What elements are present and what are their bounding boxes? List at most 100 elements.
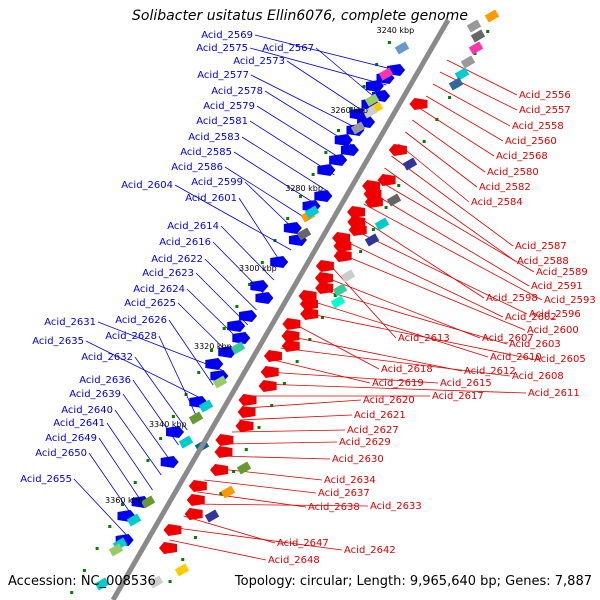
gene-box — [466, 19, 482, 33]
gene-label-right: Acid_2611 — [528, 388, 580, 399]
gene-label-right: Acid_2638 — [308, 502, 360, 513]
leader-line — [73, 478, 127, 536]
gene-box — [350, 121, 366, 135]
gene-label-left: Acid_2626 — [115, 315, 167, 326]
accession-label: Accession: NC_008536 — [8, 574, 156, 589]
rna-dot — [235, 305, 239, 308]
forward-gene — [250, 280, 269, 292]
forward-gene — [317, 164, 336, 176]
gene-label-right: Acid_2591 — [531, 281, 583, 292]
gene-label-right: Acid_2629 — [339, 437, 391, 448]
reverse-gene — [377, 174, 396, 186]
gene-label-left: Acid_2577 — [197, 70, 249, 81]
rna-dot — [168, 580, 172, 583]
rna-dot — [371, 228, 375, 231]
reverse-gene — [298, 290, 317, 302]
leader-line — [174, 184, 292, 251]
rna-dot — [295, 360, 299, 363]
gene-box — [364, 233, 380, 247]
leader-line — [190, 503, 369, 507]
leader-line — [356, 215, 485, 299]
forward-gene — [340, 144, 359, 156]
gene-label-right: Acid_2557 — [519, 105, 571, 116]
genome-backbone — [110, 18, 451, 600]
rna-dot — [311, 173, 315, 176]
forward-gene — [255, 292, 274, 304]
rna-dot — [244, 448, 248, 451]
gene-label-right: Acid_2605 — [534, 354, 586, 365]
gene-box — [126, 513, 142, 527]
leader-line — [342, 239, 504, 318]
rna-dot — [337, 129, 341, 132]
gene-label-right: Acid_2600 — [527, 325, 579, 336]
gene-label-left: Acid_2635 — [32, 336, 84, 347]
leader-line — [238, 414, 353, 421]
gene-label-right: Acid_2630 — [332, 454, 384, 465]
rna-dot — [70, 591, 74, 594]
gene-label-left: Acid_2641 — [53, 418, 105, 429]
gene-box — [204, 509, 220, 523]
leader-line — [97, 321, 222, 371]
gene-label-left: Acid_2622 — [151, 254, 203, 265]
leader-line — [398, 143, 470, 203]
gene-box — [198, 399, 214, 413]
gene-label-right: Acid_2608 — [512, 371, 564, 382]
leader-line — [377, 179, 535, 273]
scale-label: 3300 kbp — [239, 264, 277, 273]
gene-label-right: Acid_2621 — [354, 410, 406, 421]
scale-label: 3340 kbp — [149, 420, 187, 429]
forward-gene — [160, 456, 179, 468]
leader-line — [315, 287, 508, 345]
forward-gene — [349, 108, 368, 120]
leader-line — [183, 515, 276, 544]
leader-line — [335, 251, 526, 331]
reverse-gene — [188, 480, 207, 492]
gene-box — [460, 55, 476, 69]
rna-dot — [260, 261, 264, 264]
gene-label-right: Acid_2598 — [486, 293, 538, 304]
forward-gene — [270, 256, 289, 268]
gene-label-right: Acid_2568 — [496, 151, 548, 162]
gene-label-right: Acid_2558 — [512, 121, 564, 132]
leader-line — [439, 71, 518, 111]
gene-box — [468, 41, 484, 55]
gene-label-left: Acid_2579 — [203, 101, 255, 112]
leader-line — [432, 83, 511, 127]
gene-label-left: Acid_2636 — [79, 375, 131, 386]
gene-label-right: Acid_2603 — [509, 339, 561, 350]
rna-dot — [133, 481, 137, 484]
gene-box — [174, 563, 190, 577]
rna-dot — [193, 536, 197, 539]
gene-label-right: Acid_2580 — [487, 167, 539, 178]
gene-label-right: Acid_2618 — [381, 364, 433, 375]
scale-labels: 3240 kbp 3260 kbp 3280 kbp 3300 kbp 3320 kbp… — [105, 26, 414, 505]
rna-dot — [108, 525, 112, 528]
rna-dot — [95, 547, 99, 550]
rna-dot — [248, 283, 252, 286]
leader-line — [412, 119, 486, 173]
reverse-gene — [214, 446, 233, 458]
gene-box — [140, 495, 156, 509]
gene-box — [94, 577, 110, 591]
leader-line — [204, 258, 257, 311]
leader-line — [177, 302, 231, 356]
rna-dot — [422, 140, 426, 143]
gene-box — [364, 93, 380, 107]
gene-label-right: Acid_2648 — [268, 555, 320, 566]
rna-dot — [448, 96, 452, 99]
rna-dot — [219, 492, 223, 495]
gene-label-right: Acid_2589 — [536, 267, 588, 278]
leader-line — [315, 47, 379, 101]
rna-dot — [197, 371, 201, 374]
rna-dot — [308, 338, 312, 341]
gene-label-left: Acid_2616 — [159, 237, 211, 248]
rna-dot — [209, 349, 213, 352]
leader-line — [418, 107, 495, 157]
leader-line — [169, 539, 267, 561]
gene-label-left: Acid_2631 — [44, 317, 96, 328]
leader-line — [122, 393, 171, 461]
rna-dot — [273, 239, 277, 242]
forward-gene — [227, 320, 246, 332]
gene-box — [178, 435, 194, 449]
leader-line — [134, 356, 188, 431]
